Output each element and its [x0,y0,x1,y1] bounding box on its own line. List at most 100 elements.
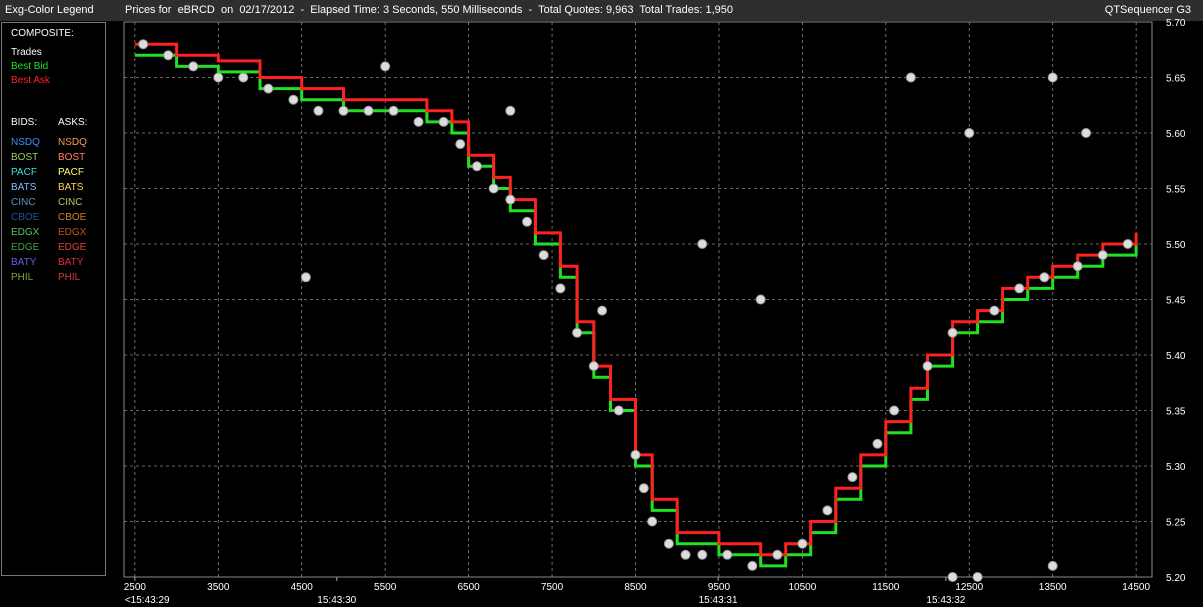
ask-exchange: BATY [58,257,84,268]
legend-entry: Trades [11,47,42,58]
y-tick-label: 5.65 [1166,74,1186,85]
x-tick-label: 10500 [788,582,816,593]
ask-exchange: EDGE [58,242,87,253]
trade-marker [613,405,624,416]
trade-marker [588,361,599,372]
bid-exchange: PACF [11,167,37,178]
trade-marker [338,105,349,116]
trade-marker [947,572,958,582]
trade-marker [722,549,733,560]
trade-marker [1014,283,1025,294]
trade-marker [797,538,808,549]
y-tick-label: 5.25 [1166,518,1186,529]
trade-marker [680,549,691,560]
trade-marker [555,283,566,294]
x-tick-label: 3500 [207,582,230,593]
trade-marker [663,538,674,549]
x-tick-label: 7500 [541,582,564,593]
x-tick-label: 12500 [955,582,983,593]
trade-marker [138,39,149,50]
header-center: Prices for eBRCD on 02/17/2012 - Elapsed… [125,4,733,16]
trade-marker [163,50,174,61]
time-tick-label: 15:43:31 [699,595,738,606]
trade-marker [964,128,975,138]
ask-exchange: CBOE [58,212,87,223]
price-line [134,53,1138,568]
trade-marker [388,105,399,116]
x-tick-label: 6500 [457,582,480,593]
bids-label: BIDS: [11,117,38,128]
bid-exchange: PHIL [11,272,34,283]
trade-marker [572,327,583,338]
bid-exchange: EDGE [11,242,40,253]
x-tick-label: 5500 [374,582,397,593]
trade-marker [889,405,900,416]
trade-marker [505,194,516,205]
trade-marker [647,516,658,527]
trade-marker [847,472,858,483]
trade-marker [188,61,199,72]
y-tick-label: 5.60 [1166,129,1186,140]
ask-exchange: BOST [58,152,86,163]
trade-marker [313,105,324,116]
trade-marker [1047,560,1058,571]
trade-marker [505,105,516,116]
x-tick-label: 4500 [291,582,314,593]
y-tick-label: 5.55 [1166,185,1186,196]
trade-marker [238,72,249,83]
trade-marker [363,105,374,116]
trade-marker [522,216,533,227]
time-tick-label: 15:43:30 [317,595,356,606]
ask-exchange: PACF [58,167,84,178]
trade-marker [1072,261,1083,272]
x-tick-label: 2500 [124,582,147,593]
trade-marker [380,61,391,72]
trade-marker [288,94,299,105]
ask-exchange: BATS [58,182,84,193]
trade-marker [488,183,499,194]
y-tick-label: 5.30 [1166,462,1186,473]
trade-marker [638,483,649,494]
trade-marker [471,161,482,172]
trade-marker [213,72,224,83]
x-tick-label: 13500 [1039,582,1067,593]
trade-marker [947,327,958,338]
trade-marker [1097,250,1108,261]
composite-label: COMPOSITE: [11,28,74,39]
asks-label: ASKS: [58,117,88,128]
x-tick-label: 8500 [624,582,647,593]
trade-marker [597,305,608,316]
trade-marker [905,72,916,83]
y-tick-label: 5.20 [1166,573,1186,584]
trade-marker [438,116,449,127]
bid-exchange: CBOE [11,212,40,223]
trade-marker [872,438,883,449]
trade-marker [822,505,833,516]
trade-marker [1039,272,1050,283]
bid-exchange: BATY [11,257,37,268]
time-tick-label: <15:43:29 [125,595,170,606]
trade-marker [747,560,758,571]
ask-exchange: EDGX [58,227,87,238]
y-tick-label: 5.40 [1166,351,1186,362]
trade-marker [697,239,708,249]
y-tick-label: 5.50 [1166,240,1186,251]
trade-marker [1081,128,1092,138]
bid-exchange: BOST [11,152,39,163]
ask-exchange: CINC [58,197,83,208]
trade-marker [922,361,933,372]
legend-entry: Best Bid [11,61,49,72]
x-tick-label: 9500 [708,582,731,593]
trade-marker [413,116,424,127]
trade-marker [697,549,708,560]
trade-marker [772,549,783,560]
header-bar: Exg-Color Legend Prices for eBRCD on 02/… [0,0,1203,21]
trade-marker [1047,72,1058,83]
y-tick-label: 5.35 [1166,407,1186,418]
trade-marker [989,305,1000,316]
trade-marker [630,449,641,460]
price-line [134,42,1138,557]
bid-exchange: EDGX [11,227,40,238]
